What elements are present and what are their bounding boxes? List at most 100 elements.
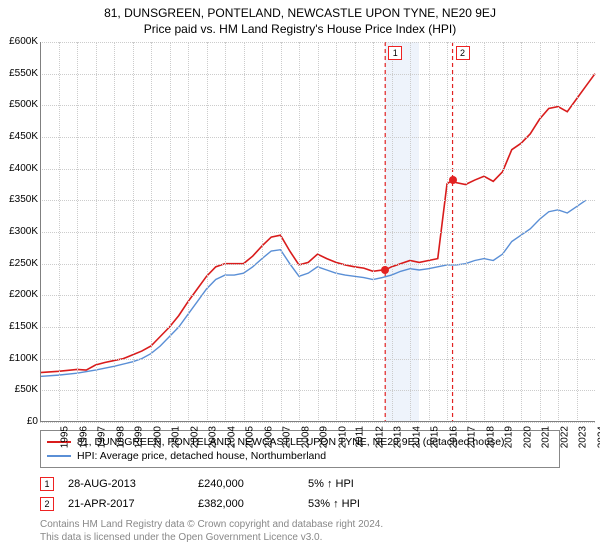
x-tick-label: 2000 — [152, 426, 163, 448]
x-tick-label: 1998 — [115, 426, 126, 448]
x-tick-label: 2014 — [411, 426, 422, 448]
gridline-v — [244, 42, 245, 422]
transaction-marker-dot — [381, 266, 389, 274]
x-tick-label: 2016 — [448, 426, 459, 448]
gridline-v — [188, 42, 189, 422]
transaction-row: 1 28-AUG-2013£240,0005% ↑ HPI — [40, 474, 600, 494]
gridline-v — [133, 42, 134, 422]
y-tick-label: £400K — [0, 163, 38, 174]
x-tick-label: 2010 — [337, 426, 348, 448]
x-tick-label: 1997 — [96, 426, 107, 448]
gridline-v — [373, 42, 374, 422]
transaction-date: 28-AUG-2013 — [68, 478, 198, 490]
x-tick-label: 2006 — [263, 426, 274, 448]
gridline-v — [540, 42, 541, 422]
gridline-h — [40, 422, 595, 423]
gridline-v — [503, 42, 504, 422]
transaction-marker-box: 1 — [388, 46, 402, 60]
transaction-date: 21-APR-2017 — [68, 498, 198, 510]
y-tick-label: £500K — [0, 99, 38, 110]
gridline-v — [318, 42, 319, 422]
x-tick-label: 2001 — [170, 426, 181, 448]
gridline-v — [447, 42, 448, 422]
footnote-line-1: Contains HM Land Registry data © Crown c… — [40, 518, 600, 531]
x-axis — [40, 421, 595, 422]
gridline-v — [299, 42, 300, 422]
x-tick-label: 2012 — [374, 426, 385, 448]
transaction-table: 1 28-AUG-2013£240,0005% ↑ HPI 2 21-APR-2017… — [40, 474, 600, 514]
y-tick-label: £450K — [0, 131, 38, 142]
y-tick-label: £300K — [0, 226, 38, 237]
x-tick-label: 2022 — [559, 426, 570, 448]
legend-swatch — [47, 455, 71, 457]
transaction-number: 2 — [40, 497, 54, 511]
gridline-v — [577, 42, 578, 422]
transaction-price: £240,000 — [198, 478, 308, 490]
gridline-v — [558, 42, 559, 422]
gridline-v — [392, 42, 393, 422]
gridline-v — [521, 42, 522, 422]
transaction-price: £382,000 — [198, 498, 308, 510]
x-tick-label: 2013 — [392, 426, 403, 448]
gridline-v — [262, 42, 263, 422]
transaction-pct: 53% ↑ HPI — [308, 498, 418, 510]
x-tick-label: 2004 — [226, 426, 237, 448]
y-tick-label: £100K — [0, 353, 38, 364]
x-tick-label: 2009 — [318, 426, 329, 448]
y-tick-label: £600K — [0, 36, 38, 47]
gridline-v — [355, 42, 356, 422]
y-tick-label: £250K — [0, 258, 38, 269]
footnote-line-2: This data is licensed under the Open Gov… — [40, 531, 600, 544]
x-tick-label: 2018 — [485, 426, 496, 448]
x-tick-label: 2007 — [281, 426, 292, 448]
gridline-v — [429, 42, 430, 422]
gridline-v — [484, 42, 485, 422]
chart-subtitle: Price paid vs. HM Land Registry's House … — [0, 20, 600, 40]
transaction-number: 1 — [40, 477, 54, 491]
y-tick-label: £50K — [0, 384, 38, 395]
x-tick-label: 2015 — [429, 426, 440, 448]
x-tick-label: 2005 — [244, 426, 255, 448]
x-tick-label: 2017 — [466, 426, 477, 448]
series-hpi — [40, 200, 586, 376]
gridline-v — [96, 42, 97, 422]
gridline-v — [207, 42, 208, 422]
gridline-v — [59, 42, 60, 422]
y-tick-label: £0 — [0, 416, 38, 427]
x-tick-label: 2023 — [577, 426, 588, 448]
y-tick-label: £150K — [0, 321, 38, 332]
gridline-v — [225, 42, 226, 422]
chart-area: £0£50K£100K£150K£200K£250K£300K£350K£400… — [40, 42, 595, 422]
y-tick-label: £350K — [0, 194, 38, 205]
x-tick-label: 2024 — [596, 426, 600, 448]
transaction-marker-box: 2 — [456, 46, 470, 60]
x-tick-label: 2020 — [522, 426, 533, 448]
transaction-pct: 5% ↑ HPI — [308, 478, 418, 490]
gridline-v — [281, 42, 282, 422]
x-tick-label: 2021 — [540, 426, 551, 448]
x-tick-label: 2002 — [189, 426, 200, 448]
x-tick-label: 2019 — [503, 426, 514, 448]
x-tick-label: 2003 — [207, 426, 218, 448]
gridline-v — [410, 42, 411, 422]
gridline-v — [77, 42, 78, 422]
gridline-v — [336, 42, 337, 422]
chart-title: 81, DUNSGREEN, PONTELAND, NEWCASTLE UPON… — [0, 0, 600, 20]
transaction-marker-dot — [449, 176, 457, 184]
x-tick-label: 2008 — [300, 426, 311, 448]
gridline-v — [466, 42, 467, 422]
x-tick-label: 1996 — [78, 426, 89, 448]
footnote: Contains HM Land Registry data © Crown c… — [40, 518, 600, 544]
legend-label: HPI: Average price, detached house, Nort… — [77, 450, 326, 462]
gridline-v — [170, 42, 171, 422]
gridline-v — [114, 42, 115, 422]
x-tick-label: 1999 — [133, 426, 144, 448]
legend-item: HPI: Average price, detached house, Nort… — [47, 449, 553, 463]
y-tick-label: £200K — [0, 289, 38, 300]
y-axis — [40, 42, 41, 422]
transaction-row: 2 21-APR-2017£382,00053% ↑ HPI — [40, 494, 600, 514]
x-tick-label: 1995 — [59, 426, 70, 448]
chart-container: 81, DUNSGREEN, PONTELAND, NEWCASTLE UPON… — [0, 0, 600, 560]
x-tick-label: 2011 — [355, 426, 366, 448]
y-tick-label: £550K — [0, 68, 38, 79]
